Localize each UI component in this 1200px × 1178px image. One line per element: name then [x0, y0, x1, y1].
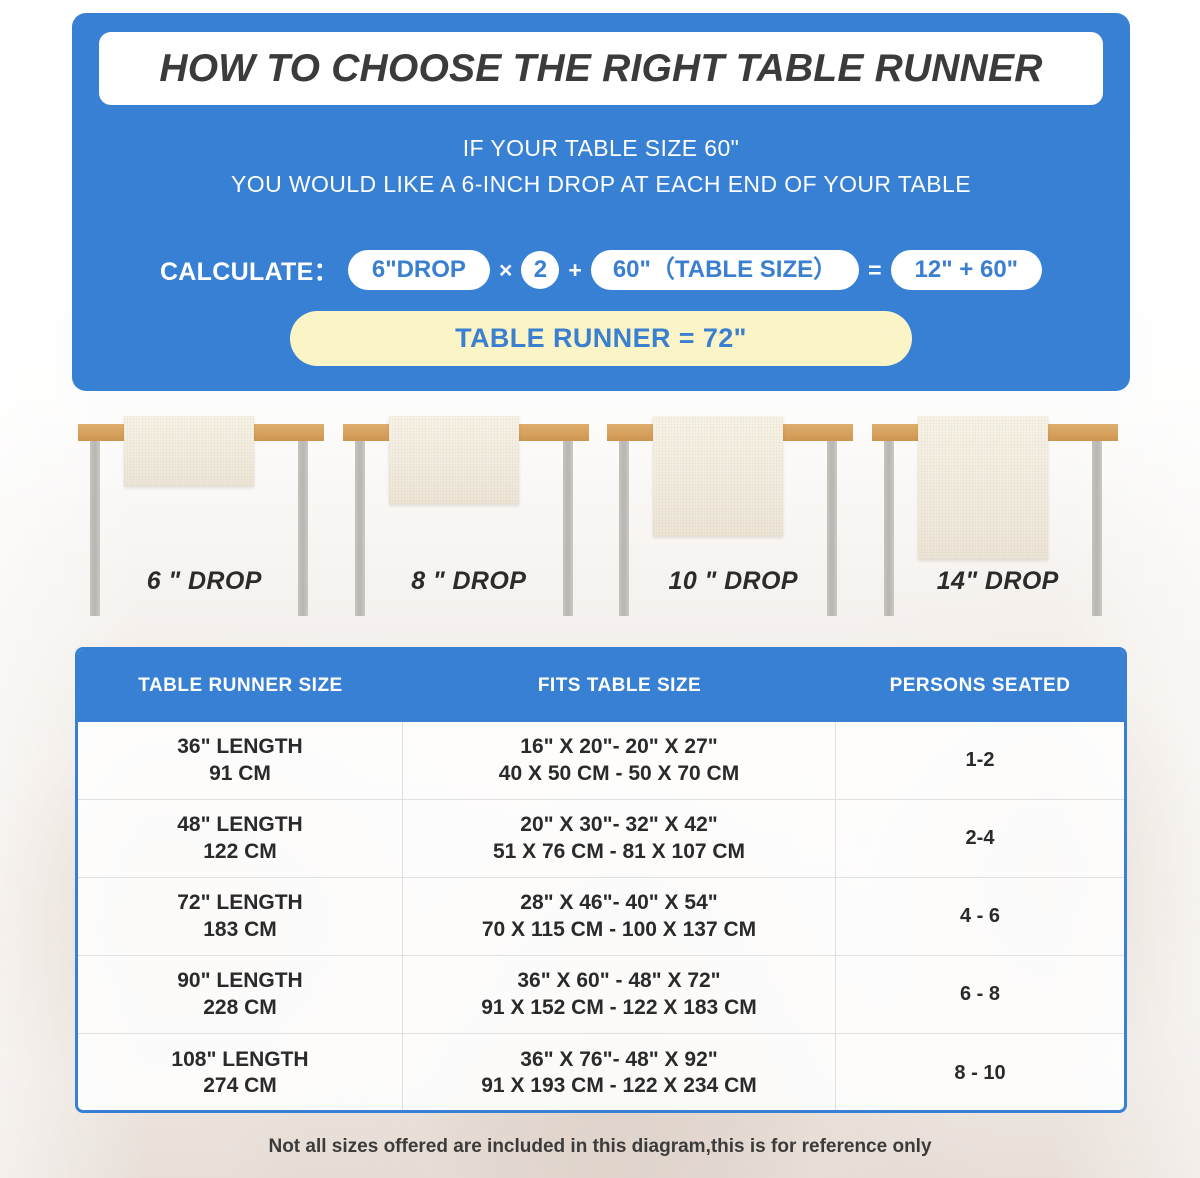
fits-size-inches: 36" X 60" - 48" X 72": [517, 969, 721, 993]
title-plate: HOW TO CHOOSE THE RIGHT TABLE RUNNER: [99, 32, 1103, 105]
result-text: TABLE RUNNER = 72": [455, 323, 747, 353]
fits-size-cm: 91 X 152 CM - 122 X 183 CM: [481, 995, 757, 1019]
seats-value: 4 - 6: [959, 905, 1001, 927]
table-runner-icon: [653, 416, 783, 536]
runner-size-inches: 48" LENGTH: [177, 813, 303, 837]
table-row: 90" LENGTH 228 CM 36" X 60" - 48" X 72" …: [78, 956, 1124, 1034]
cell-persons-seated: 6 - 8: [836, 956, 1124, 1033]
fits-size-cm: 70 X 115 CM - 100 X 137 CM: [481, 917, 757, 941]
hero-panel: HOW TO CHOOSE THE RIGHT TABLE RUNNER IF …: [72, 13, 1130, 391]
table-header-row: TABLE RUNNER SIZE FITS TABLE SIZE PERSON…: [78, 650, 1124, 722]
runner-size-cm: 183 CM: [203, 917, 277, 941]
seats-value: 6 - 8: [959, 983, 1001, 1005]
fits-size-inches: 36" X 76"- 48" X 92": [520, 1047, 718, 1071]
subline-drop-note: YOU WOULD LIKE A 6-INCH DROP AT EACH END…: [231, 171, 971, 197]
seats-value: 8 - 10: [954, 1061, 1006, 1084]
cell-persons-seated: 1-2: [836, 722, 1124, 799]
cell-fits-table-size: 36" X 60" - 48" X 72" 91 X 152 CM - 122 …: [403, 956, 836, 1033]
drop-illustration-10: 10 " DROP: [601, 416, 866, 616]
table-leg-left-icon: [883, 438, 894, 616]
table-row: 48" LENGTH 122 CM 20" X 30"- 32" X 42" 5…: [78, 800, 1124, 878]
table-leg-right-icon: [1091, 438, 1102, 616]
table-row: 72" LENGTH 183 CM 28" X 46"- 40" X 54" 7…: [78, 878, 1124, 956]
runner-size-cm: 274 CM: [203, 1074, 277, 1097]
drop-illustration-8: 8 " DROP: [337, 416, 602, 616]
subline-table-size: IF YOUR TABLE SIZE 60": [462, 135, 740, 161]
fits-size-cm: 91 X 193 CM - 122 X 234 CM: [481, 1074, 757, 1097]
cell-runner-size: 108" LENGTH 274 CM: [78, 1034, 403, 1110]
cell-fits-table-size: 28" X 46"- 40" X 54" 70 X 115 CM - 100 X…: [403, 878, 836, 955]
drop-illustrations: 6 " DROP 8 " DROP 10 " DROP 14" DROP: [72, 416, 1131, 616]
runner-size-inches: 108" LENGTH: [171, 1047, 309, 1071]
cell-runner-size: 90" LENGTH 228 CM: [78, 956, 403, 1033]
runner-size-inches: 72" LENGTH: [177, 891, 303, 915]
drop-illustration-14: 14" DROP: [866, 416, 1131, 616]
drop-label: 8 " DROP: [411, 567, 527, 595]
cell-persons-seated: 2-4: [836, 800, 1124, 877]
cell-fits-table-size: 16" X 20"- 20" X 27" 40 X 50 CM - 50 X 7…: [403, 722, 836, 799]
table-size-pill: 60"（TABLE SIZE）: [590, 250, 860, 290]
table-leg-right-icon: [298, 438, 308, 616]
fits-size-cm: 40 X 50 CM - 50 X 70 CM: [498, 761, 740, 785]
runner-size-inches: 36" LENGTH: [177, 735, 303, 759]
table-leg-left-icon: [354, 438, 365, 616]
multiplier-pill: 2: [521, 251, 560, 289]
disclaimer-note: Not all sizes offered are included in th…: [268, 1136, 932, 1157]
size-chart-table: TABLE RUNNER SIZE FITS TABLE SIZE PERSON…: [75, 647, 1127, 1113]
drop-label: 6 " DROP: [146, 567, 262, 595]
calculate-label: CALCULATE：: [159, 258, 339, 286]
cell-runner-size: 72" LENGTH 183 CM: [78, 878, 403, 955]
table-leg-right-icon: [562, 438, 573, 616]
runner-size-inches: 90" LENGTH: [177, 969, 303, 993]
drop-value-pill: 6"DROP: [347, 250, 490, 290]
cell-fits-table-size: 36" X 76"- 48" X 92" 91 X 193 CM - 122 X…: [403, 1034, 836, 1110]
runner-size-cm: 91 CM: [209, 761, 271, 785]
equals-operator-icon: =: [868, 256, 882, 283]
calculation-row: CALCULATE： 6"DROP × 2 + 60"（TABLE SIZE） …: [72, 246, 1130, 294]
table-leg-left-icon: [619, 438, 629, 616]
drop-label: 10 " DROP: [668, 567, 798, 595]
runner-size-cm: 122 CM: [203, 839, 277, 863]
runner-size-cm: 228 CM: [203, 995, 277, 1019]
fits-size-inches: 16" X 20"- 20" X 27": [520, 735, 718, 759]
seats-value: 2-4: [965, 827, 995, 849]
cell-persons-seated: 8 - 10: [836, 1034, 1124, 1110]
cell-fits-table-size: 20" X 30"- 32" X 42" 51 X 76 CM - 81 X 1…: [403, 800, 836, 877]
table-leg-left-icon: [90, 438, 100, 616]
table-row: 36" LENGTH 91 CM 16" X 20"- 20" X 27" 40…: [78, 722, 1124, 800]
column-header-fits-table-size: FITS TABLE SIZE: [537, 675, 702, 696]
plus-operator-icon: +: [568, 256, 582, 283]
table-runner-icon: [917, 416, 1048, 559]
drop-illustration-6: 6 " DROP: [72, 416, 337, 616]
cell-runner-size: 48" LENGTH 122 CM: [78, 800, 403, 877]
column-header-persons-seated: PERSONS SEATED: [889, 675, 1071, 696]
cell-persons-seated: 4 - 6: [836, 878, 1124, 955]
cell-runner-size: 36" LENGTH 91 CM: [78, 722, 403, 799]
sum-pill: 12" + 60": [890, 250, 1043, 290]
fits-size-inches: 28" X 46"- 40" X 54": [520, 891, 718, 915]
column-header-runner-size: TABLE RUNNER SIZE: [138, 675, 343, 696]
result-pill: TABLE RUNNER = 72": [290, 311, 912, 366]
table-runner-icon: [388, 416, 519, 504]
fits-size-cm: 51 X 76 CM - 81 X 107 CM: [492, 839, 746, 863]
seats-value: 1-2: [965, 749, 995, 771]
fits-size-inches: 20" X 30"- 32" X 42": [520, 813, 718, 837]
multiply-operator-icon: ×: [498, 256, 513, 283]
table-runner-icon: [124, 416, 254, 486]
table-row: 108" LENGTH 274 CM 36" X 76"- 48" X 92" …: [78, 1034, 1124, 1110]
page-title: HOW TO CHOOSE THE RIGHT TABLE RUNNER: [159, 46, 1043, 90]
drop-label: 14" DROP: [936, 567, 1059, 595]
table-leg-right-icon: [827, 438, 837, 616]
